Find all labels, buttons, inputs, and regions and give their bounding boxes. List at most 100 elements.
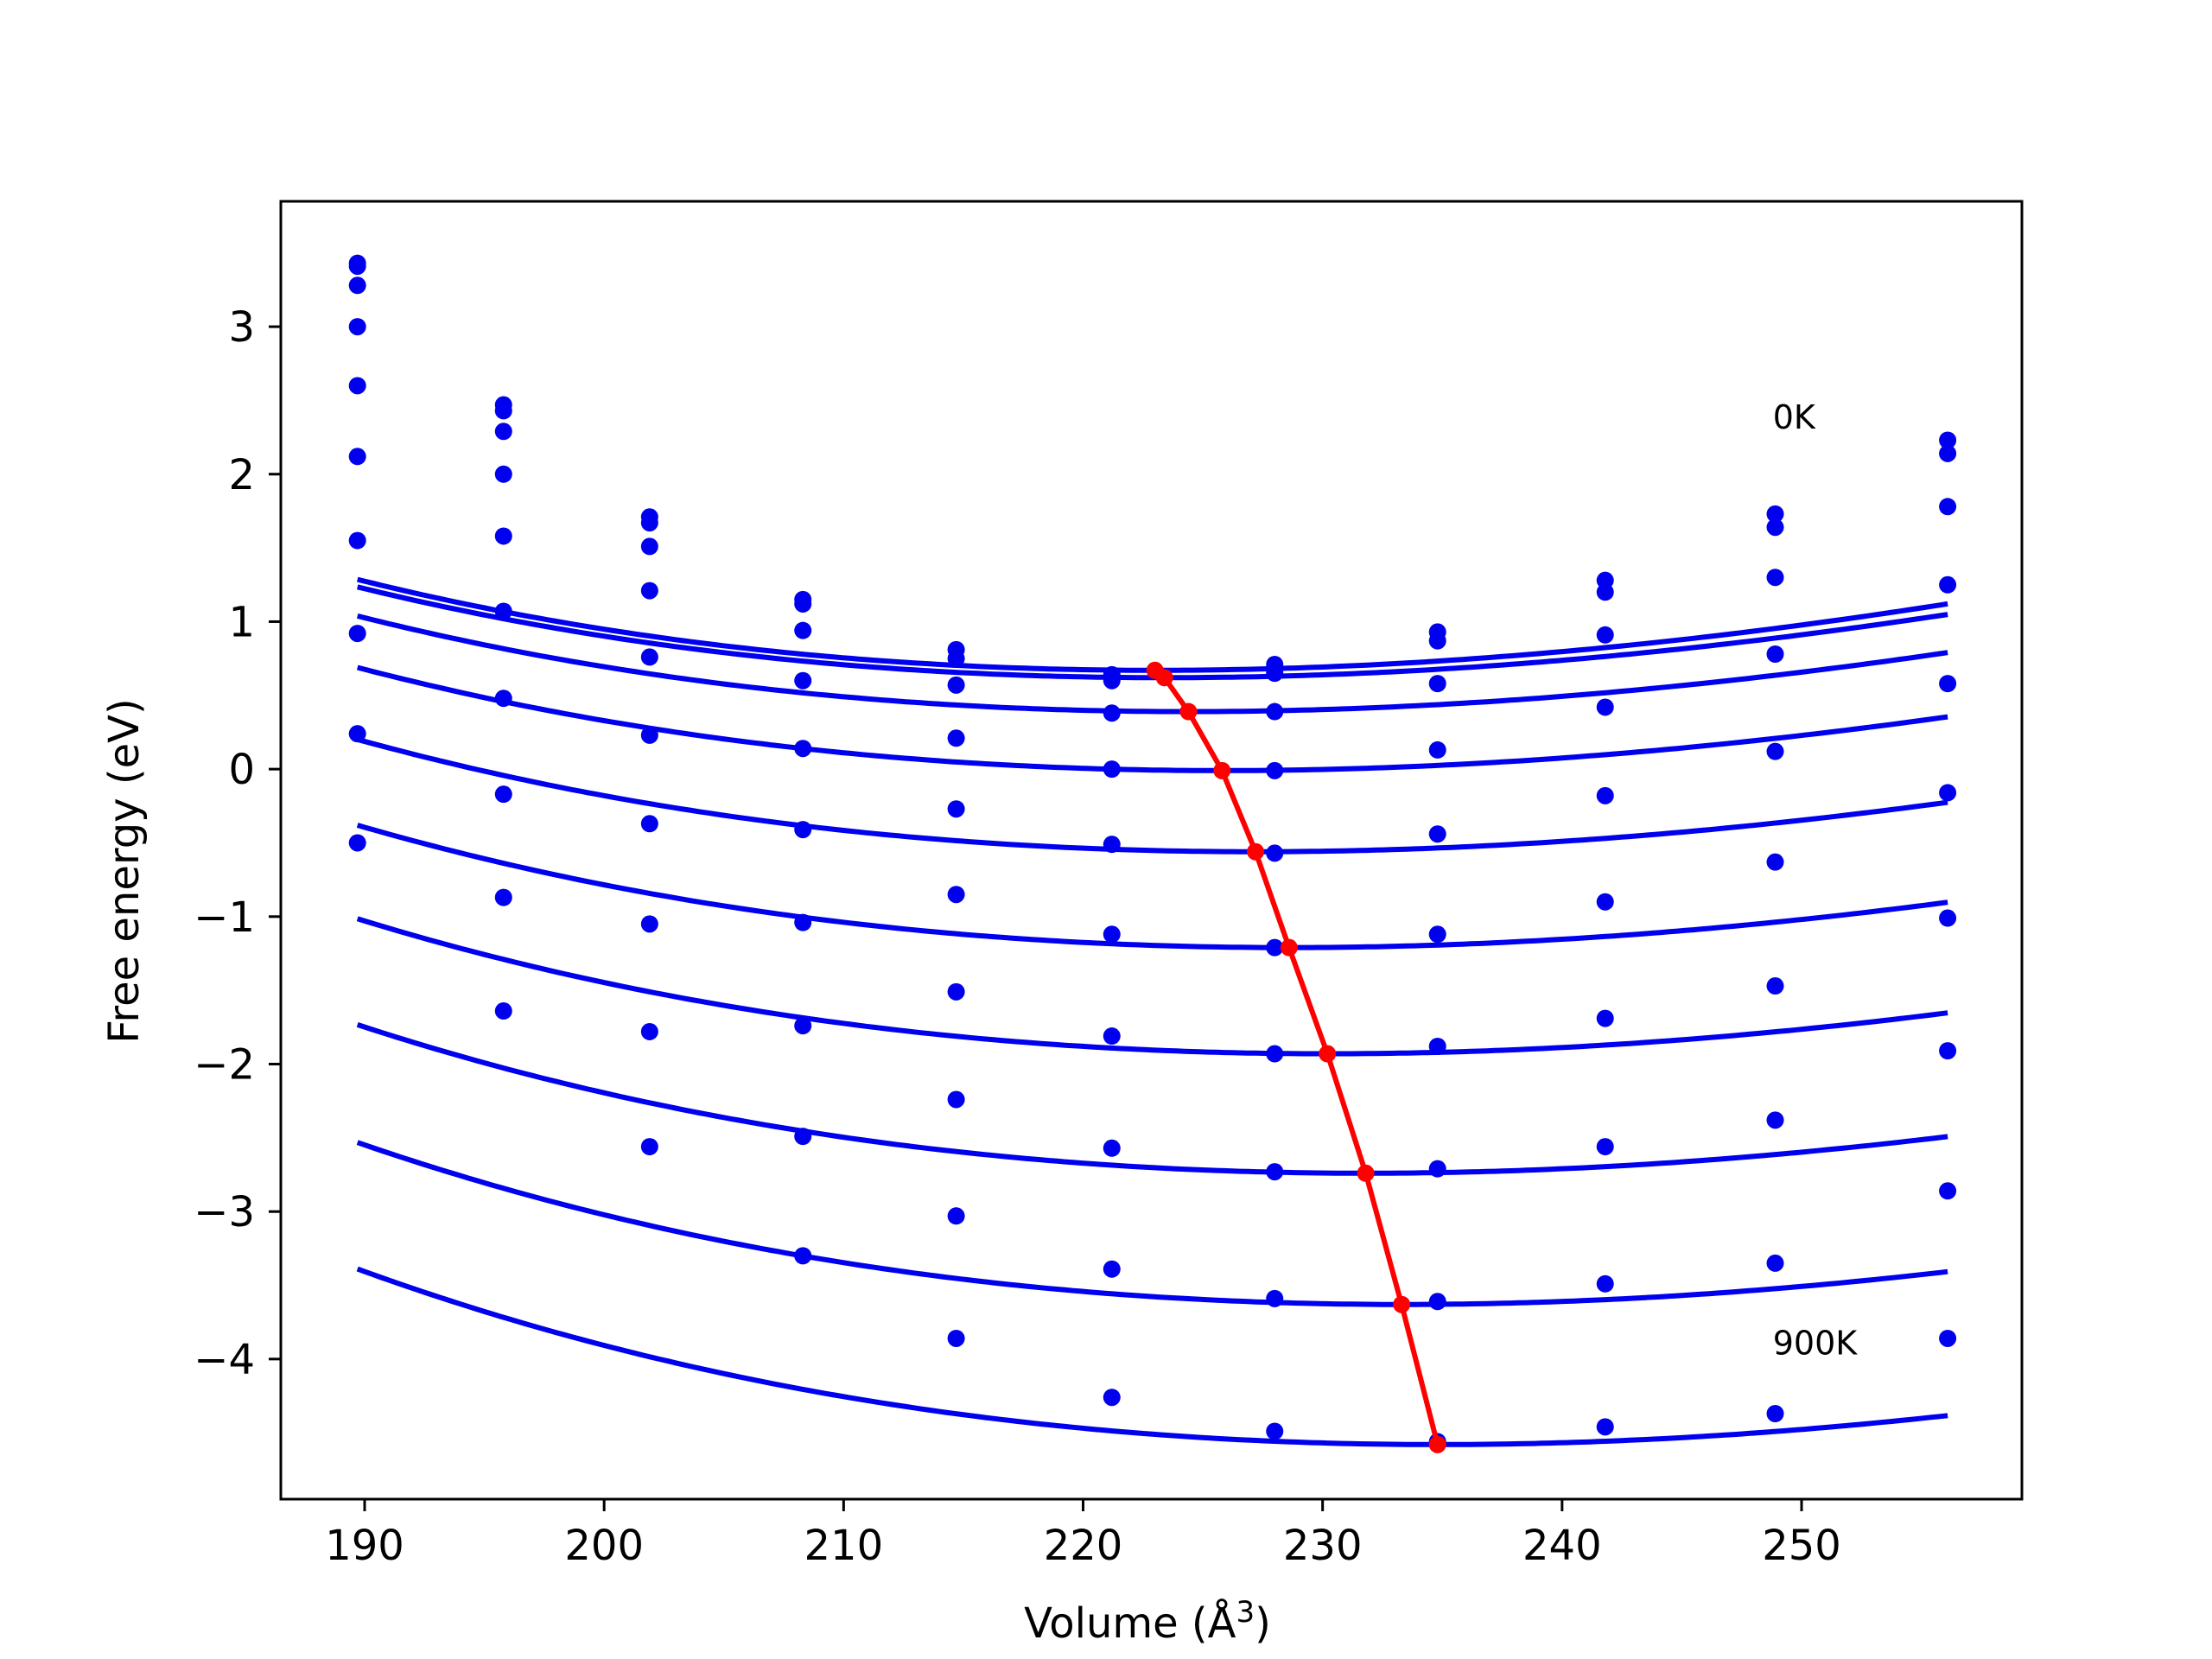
data-point-s6-6	[1103, 925, 1121, 944]
data-point-s9-6	[1103, 1260, 1121, 1278]
minimum-point-5	[1247, 842, 1265, 861]
data-point-s10-10	[1766, 1405, 1784, 1423]
data-point-s10-7	[1266, 1422, 1284, 1440]
data-point-s2-8	[1428, 632, 1446, 650]
annotation-2: 900K	[1773, 1325, 1859, 1363]
data-point-s5-8	[1428, 825, 1446, 843]
data-point-s4-5	[947, 729, 965, 747]
fit-curve-6	[356, 823, 1948, 950]
fit-curve-8	[356, 1022, 1948, 1176]
data-point-s4-8	[1428, 741, 1446, 759]
data-point-s5-5	[947, 800, 965, 818]
data-point-s9-1	[348, 725, 366, 743]
data-point-s3-5	[947, 676, 965, 694]
y-tick-label-2: 2	[228, 451, 255, 499]
x-tick-label-220: 220	[1044, 1522, 1123, 1570]
data-point-s5-2	[494, 527, 512, 545]
data-point-s10-5	[947, 1329, 965, 1347]
minimum-point-4	[1213, 761, 1231, 779]
data-point-s7-3	[640, 815, 658, 833]
data-point-s4-4	[794, 671, 812, 690]
data-point-s5-11	[1939, 675, 1957, 693]
data-point-s9-10	[1766, 1254, 1784, 1272]
minimum-point-10	[1428, 1435, 1446, 1453]
data-point-s6-11	[1939, 784, 1957, 802]
y-tick-label--1: −1	[194, 893, 255, 942]
y-tick-label-1: 1	[228, 598, 255, 646]
fit-curve-5	[356, 736, 1948, 855]
minimum-point-9	[1393, 1295, 1411, 1313]
x-tick-label-240: 240	[1522, 1522, 1602, 1570]
data-point-s2-1	[348, 257, 366, 276]
data-point-s7-10	[1766, 977, 1784, 995]
fit-curve-9	[356, 1140, 1948, 1307]
data-point-s7-9	[1596, 1009, 1614, 1027]
x-axis-label-superscript: 3	[1236, 1595, 1255, 1630]
x-tick-label-190: 190	[325, 1522, 404, 1570]
data-point-s3-1	[348, 276, 366, 295]
data-point-s1-10	[1766, 505, 1784, 523]
data-point-s4-10	[1766, 645, 1784, 663]
data-point-s7-7	[1266, 1045, 1284, 1063]
data-point-s7-1	[348, 531, 366, 550]
data-point-s2-6	[1103, 671, 1121, 690]
minima-line	[1153, 668, 1440, 1446]
data-point-s2-2	[494, 402, 512, 420]
fit-curve-3	[356, 613, 1948, 715]
minimum-point-8	[1357, 1164, 1375, 1182]
data-point-s3-10	[1766, 569, 1784, 587]
minima-trace	[1146, 661, 1446, 1453]
data-point-s3-11	[1939, 498, 1957, 516]
data-point-s10-3	[640, 1138, 658, 1156]
data-point-s10-4	[794, 1247, 812, 1265]
data-point-s7-2	[494, 690, 512, 708]
data-point-s3-3	[640, 537, 658, 556]
data-points	[348, 254, 1957, 1451]
data-point-s5-4	[794, 740, 812, 758]
x-tick-label-230: 230	[1283, 1522, 1363, 1570]
data-point-s7-8	[1428, 1038, 1446, 1056]
y-tick-label--2: −2	[194, 1040, 255, 1089]
y-axis-ticks: −4 −3 −2 −1 0 1 2 3	[194, 303, 281, 1384]
x-axis-label: Volume (Å3)	[1024, 1595, 1271, 1648]
fit-curves	[356, 576, 1948, 1447]
x-axis-label-close: )	[1255, 1599, 1271, 1648]
fit-curve-4	[356, 664, 1948, 773]
data-point-s3-7	[1266, 702, 1284, 721]
data-point-s4-11	[1939, 575, 1957, 594]
data-point-s6-4	[794, 821, 812, 839]
data-point-s9-5	[947, 1207, 965, 1225]
data-point-s9-8	[1428, 1293, 1446, 1311]
data-point-s6-10	[1766, 853, 1784, 871]
x-tick-label-200: 200	[564, 1522, 644, 1570]
data-point-s8-9	[1596, 1138, 1614, 1156]
data-point-s10-2	[494, 1002, 512, 1020]
data-point-s6-8	[1428, 925, 1446, 944]
data-point-s9-9	[1596, 1274, 1614, 1293]
data-point-s3-2	[494, 423, 512, 441]
data-point-s7-11	[1939, 909, 1957, 927]
data-point-s10-6	[1103, 1389, 1121, 1407]
fit-curve-10	[356, 1266, 1948, 1447]
data-point-s3-9	[1596, 626, 1614, 644]
data-point-s6-1	[348, 448, 366, 466]
data-point-s9-7	[1266, 1289, 1284, 1307]
data-point-s9-3	[640, 1022, 658, 1040]
data-point-s2-3	[640, 514, 658, 532]
data-point-s9-2	[494, 888, 512, 906]
x-axis-ticks: 190 200 210 220 230 240 250	[325, 1499, 1841, 1570]
data-point-s6-3	[640, 726, 658, 744]
data-point-s1-11	[1939, 431, 1957, 449]
data-point-s4-3	[640, 582, 658, 600]
data-point-s4-6	[1103, 760, 1121, 779]
y-tick-label-0: 0	[228, 746, 255, 794]
data-point-s5-9	[1596, 786, 1614, 804]
minimum-point-6	[1280, 938, 1298, 957]
data-point-s10-1	[348, 834, 366, 852]
data-point-s8-3	[640, 915, 658, 933]
y-tick-label--3: −3	[194, 1188, 255, 1236]
data-point-s8-4	[794, 1017, 812, 1035]
data-point-s8-11	[1939, 1042, 1957, 1060]
y-tick-label-3: 3	[228, 303, 255, 352]
